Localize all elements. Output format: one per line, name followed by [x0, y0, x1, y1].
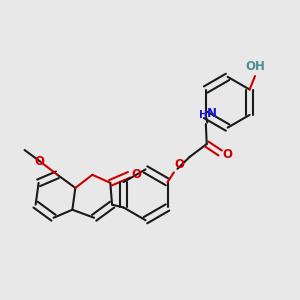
Text: O: O	[34, 154, 44, 167]
Text: O: O	[223, 148, 232, 161]
Text: O: O	[131, 168, 142, 181]
Text: N: N	[207, 107, 217, 120]
Text: OH: OH	[245, 59, 265, 73]
Text: H: H	[199, 110, 208, 120]
Text: O: O	[175, 158, 185, 172]
